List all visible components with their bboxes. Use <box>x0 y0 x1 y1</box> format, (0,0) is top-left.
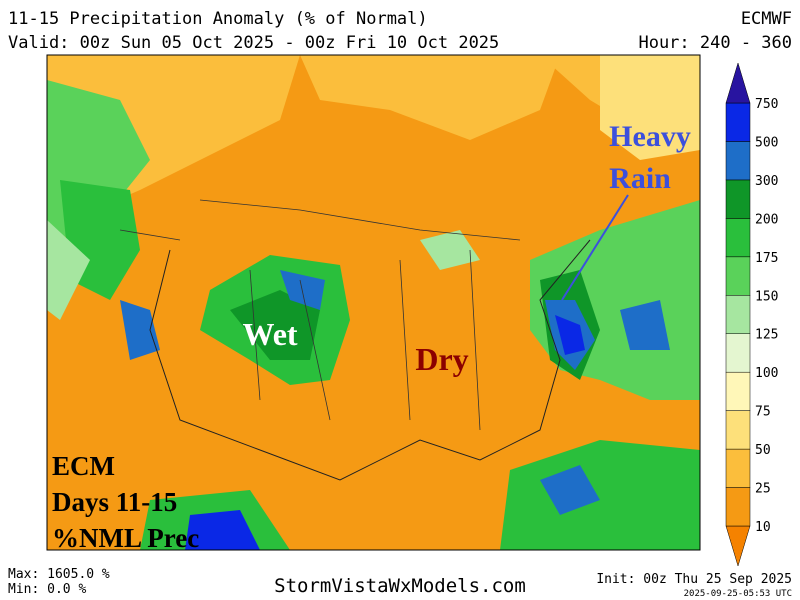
max: Max: 1605.0 % <box>8 567 110 582</box>
colorbar-extend <box>725 525 751 567</box>
colorbar-label: 25 <box>755 482 771 497</box>
colorbar-segment <box>725 218 751 258</box>
colorbar-label: 50 <box>755 443 771 458</box>
colorbar-segment <box>725 256 751 296</box>
model: ECMWF <box>741 9 792 29</box>
annotation-rain: Rain <box>609 162 671 195</box>
annotation-heavy: Heavy <box>609 120 691 153</box>
colorbar-label: 750 <box>755 97 778 112</box>
annotation-dry: Dry <box>415 341 468 377</box>
colorbar-segment <box>725 487 751 527</box>
min: Min: 0.0 % <box>8 582 86 597</box>
colorbar-segment <box>725 295 751 334</box>
map <box>46 54 701 551</box>
colorbar-label: 10 <box>755 520 771 535</box>
colorbar-label: 100 <box>755 366 778 381</box>
colorbar-segment <box>725 179 751 219</box>
colorbar-segment <box>725 371 751 411</box>
timestamp: 2025-09-25-05:53 UTC <box>684 589 792 599</box>
label-line: %NML Prec <box>52 523 199 553</box>
colorbar-segment <box>725 410 751 450</box>
colorbar-segment <box>725 102 751 142</box>
colorbar-segment <box>725 448 751 488</box>
colorbar-label: 150 <box>755 289 778 304</box>
init-time: Init: 00z Thu 25 Sep 2025 <box>596 572 792 587</box>
label-line: Days 11-15 <box>52 487 177 517</box>
colorbar-label: 200 <box>755 212 778 227</box>
forecast-hour: Hour: 240 - 360 <box>638 33 792 53</box>
colorbar-label: 500 <box>755 135 778 150</box>
site: StormVistaWxModels.com <box>274 575 526 597</box>
colorbar: 10 25 50 75 100 125 150 175 200 300 500 750 <box>725 62 778 567</box>
annotation-wet: Wet <box>242 316 297 352</box>
colorbar-label: 300 <box>755 174 778 189</box>
title: 11-15 Precipitation Anomaly (% of Normal… <box>8 9 428 29</box>
colorbar-segment <box>725 333 751 373</box>
label-line: ECM <box>52 451 115 481</box>
colorbar-segment <box>725 141 751 181</box>
colorbar-label: 75 <box>755 405 771 420</box>
colorbar-extend <box>725 62 751 104</box>
colorbar-label: 175 <box>755 251 778 266</box>
valid-time: Valid: 00z Sun 05 Oct 2025 - 00z Fri 10 … <box>8 33 499 53</box>
colorbar-label: 125 <box>755 328 778 343</box>
